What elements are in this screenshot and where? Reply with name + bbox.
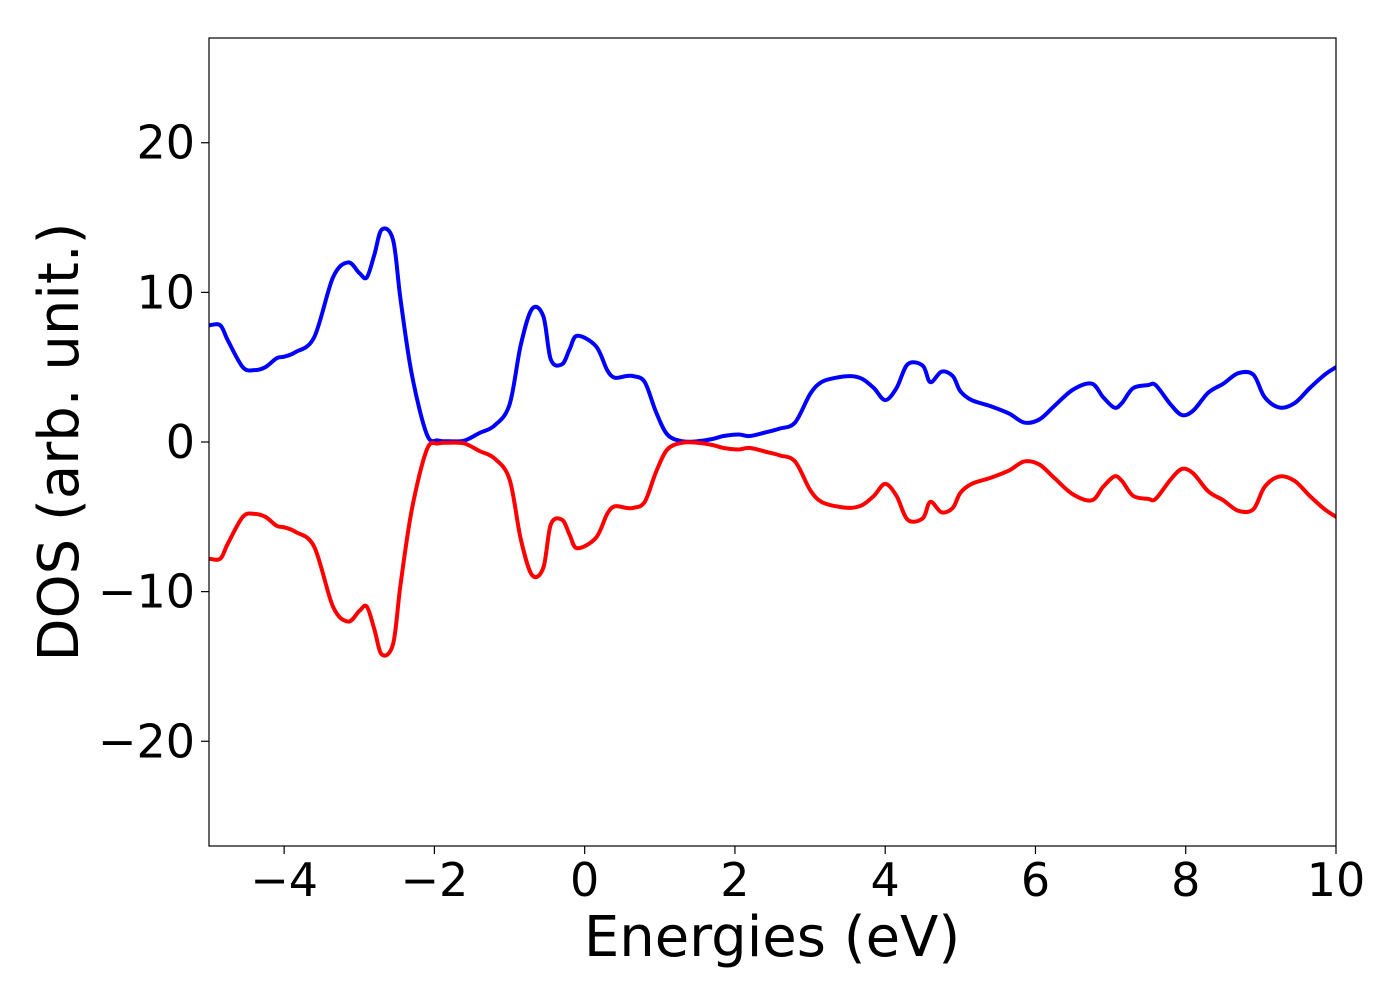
x-tick-label: 8 [1171,853,1200,907]
x-axis-ticks: −4 −2 0 2 4 6 8 10 [250,846,1365,907]
x-tick-label: −2 [400,853,468,907]
x-tick-label: 4 [871,853,900,907]
y-tick-label: −10 [98,565,195,619]
x-tick-label: 10 [1307,853,1366,907]
dos-curve-positive [209,226,1336,444]
y-tick-label: 10 [136,265,195,319]
y-axis-ticks: −20 −10 0 10 20 [98,116,209,768]
y-axis-label: DOS (arb. unit.) [27,222,92,661]
x-tick-label: 6 [1021,853,1050,907]
x-tick-label: −4 [250,853,318,907]
series-layer [209,226,1336,658]
x-axis-label: Energies (eV) [584,905,960,970]
dos-curve-negative [209,440,1336,658]
y-tick-label: 20 [136,116,195,170]
y-tick-label: −20 [98,714,195,768]
x-tick-label: 2 [720,853,749,907]
y-tick-label: 0 [166,415,195,469]
x-tick-label: 0 [570,853,599,907]
